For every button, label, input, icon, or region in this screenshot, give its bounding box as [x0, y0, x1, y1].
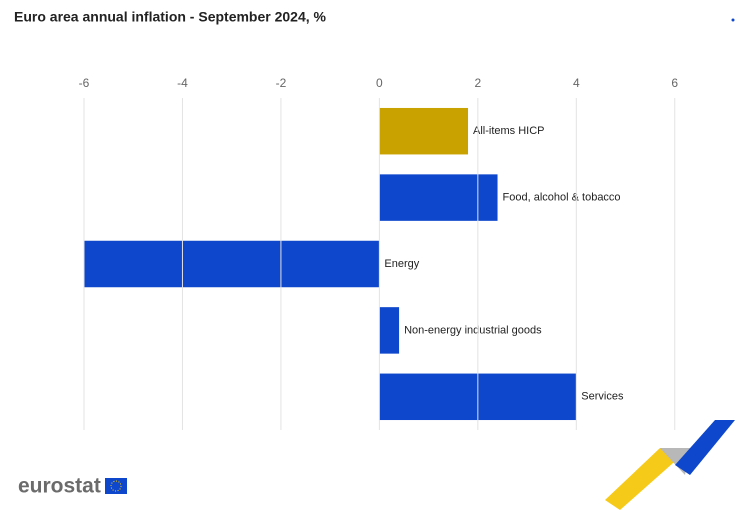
chart-title: Euro area annual inflation - September 2… — [14, 9, 327, 25]
bar — [379, 107, 468, 155]
x-tick-label: -2 — [276, 76, 287, 90]
category-label: Food, alcohol & tobacco — [503, 192, 621, 204]
category-label: Energy — [384, 258, 419, 270]
x-tick-label: 2 — [475, 76, 482, 90]
logo-text: eurostat — [18, 475, 101, 498]
category-label: Services — [581, 391, 624, 403]
bar — [379, 307, 400, 354]
bar — [84, 240, 380, 288]
category-label: Non-energy industrial goods — [404, 324, 542, 336]
x-tick-label: 6 — [671, 76, 678, 90]
x-tick-label: -4 — [177, 76, 188, 90]
bar — [379, 174, 498, 221]
x-tick-label: 0 — [376, 76, 383, 90]
x-tick-label: 4 — [573, 76, 580, 90]
category-label: All-items HICP — [473, 125, 545, 137]
eu-stars — [110, 480, 122, 492]
eu-flag — [105, 478, 127, 494]
swoosh-yellow — [605, 448, 690, 510]
swoosh-blue — [675, 420, 735, 475]
x-tick-label: -6 — [79, 76, 90, 90]
menu-dot[interactable] — [731, 18, 735, 22]
